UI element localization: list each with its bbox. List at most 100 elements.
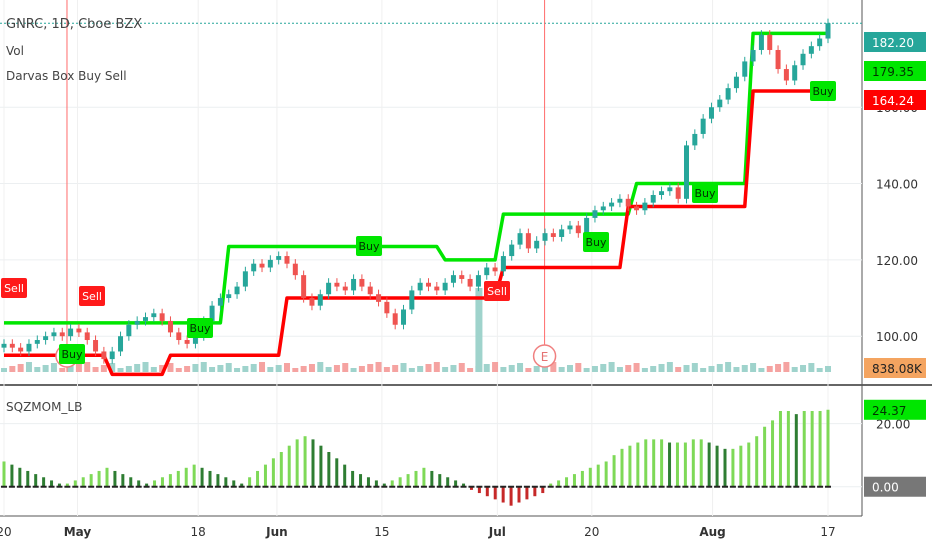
- candle: [792, 65, 798, 81]
- candle: [484, 267, 490, 276]
- volume-bar: [508, 365, 515, 372]
- volume-bar: [458, 363, 465, 372]
- volume-bar: [417, 366, 424, 372]
- box-bottom-badge-text: 164.24: [872, 94, 914, 108]
- volume-bar: [167, 363, 174, 372]
- volume-bar: [134, 364, 141, 372]
- volume-bar: [84, 362, 91, 372]
- volume-bar: [383, 367, 390, 372]
- momentum-last-badge-text: 24.37: [872, 404, 906, 418]
- candle: [376, 294, 382, 302]
- last-price-badge-text: 182.20: [872, 36, 914, 50]
- volume-bar: [25, 362, 32, 372]
- sell-signal-label: Sell: [487, 285, 507, 298]
- volume-bar: [591, 366, 598, 372]
- volume-bar: [375, 362, 382, 372]
- time-tick-20: 20: [584, 525, 599, 539]
- candle: [392, 313, 398, 325]
- box-top-badge-text: 179.35: [872, 65, 914, 79]
- sell-signal: [79, 286, 105, 306]
- volume-bar: [558, 367, 565, 372]
- candle: [642, 202, 648, 211]
- volume-bar: [408, 368, 415, 372]
- candle: [717, 99, 723, 108]
- candle: [825, 23, 831, 39]
- candle: [217, 298, 223, 306]
- candle: [409, 290, 415, 310]
- buy-signal-label: Buy: [694, 187, 716, 200]
- volume-bar: [217, 365, 224, 372]
- volume-bar: [716, 364, 723, 372]
- volume-bar: [766, 366, 773, 372]
- candle: [267, 259, 273, 268]
- candle: [509, 244, 515, 257]
- time-tick-Jul: Jul: [488, 525, 506, 539]
- candle: [51, 332, 57, 337]
- price-tick-140: 140.00: [876, 178, 918, 192]
- volume-bar: [791, 367, 798, 372]
- volume-bar: [683, 365, 690, 372]
- volume-bar: [783, 362, 790, 372]
- candle: [684, 145, 690, 199]
- volume-bar: [575, 363, 582, 372]
- volume-bar: [367, 364, 374, 372]
- volume-bar: [283, 363, 290, 372]
- volume-bar: [267, 367, 274, 372]
- candle: [808, 46, 814, 54]
- time-tick-15: 15: [374, 525, 389, 539]
- volume-spike-bar: [475, 288, 483, 372]
- candle: [500, 256, 506, 272]
- candle: [184, 340, 190, 344]
- candle: [284, 256, 290, 264]
- volume-bar: [741, 365, 748, 372]
- volume-bar: [825, 366, 831, 372]
- volume-badge: [864, 358, 926, 378]
- volume-bar: [517, 363, 524, 372]
- volume-bar: [225, 363, 232, 372]
- time-tick-May: May: [64, 525, 92, 539]
- buy-signal-label: Buy: [585, 236, 607, 249]
- volume-bar: [150, 367, 157, 372]
- volume-bar: [608, 362, 615, 372]
- candle: [93, 340, 99, 352]
- volume-bar: [67, 366, 74, 372]
- volume-bar: [442, 367, 449, 372]
- earnings-label: E: [541, 350, 549, 364]
- volume-bar: [42, 365, 49, 372]
- volume-bar: [758, 368, 765, 372]
- candle: [351, 278, 357, 291]
- buy-signal: [583, 232, 609, 252]
- candle: [534, 240, 540, 249]
- box-top-badge: [864, 61, 926, 81]
- candle: [550, 233, 556, 237]
- volume-bar: [816, 368, 823, 372]
- candle: [450, 275, 456, 283]
- signal-markers: EESellSellBuyBuySellBuyBuyBuyBuy: [1, 81, 836, 368]
- price-tick-120: 120.00: [876, 254, 918, 268]
- indicator-vol-label: Vol: [6, 44, 24, 58]
- candle: [342, 286, 348, 291]
- candle: [367, 286, 373, 295]
- candle: [592, 210, 598, 218]
- candle: [659, 191, 665, 195]
- sell-signal: [1, 278, 27, 298]
- volume-bar: [500, 367, 507, 372]
- candle: [650, 195, 656, 203]
- candle: [767, 34, 773, 50]
- darvas-top-line: [4, 31, 828, 325]
- candle: [459, 275, 465, 279]
- time-tick-Jun: Jun: [265, 525, 288, 539]
- volume-bar: [566, 365, 573, 372]
- volume-bar: [483, 364, 490, 372]
- candle: [68, 328, 74, 337]
- candle: [675, 187, 681, 199]
- candle: [492, 267, 498, 272]
- candle: [525, 233, 531, 249]
- candle: [234, 286, 240, 295]
- buy-signal-label: Buy: [812, 85, 834, 98]
- volume-bar: [725, 362, 732, 372]
- candle: [134, 320, 140, 325]
- candle: [59, 332, 65, 337]
